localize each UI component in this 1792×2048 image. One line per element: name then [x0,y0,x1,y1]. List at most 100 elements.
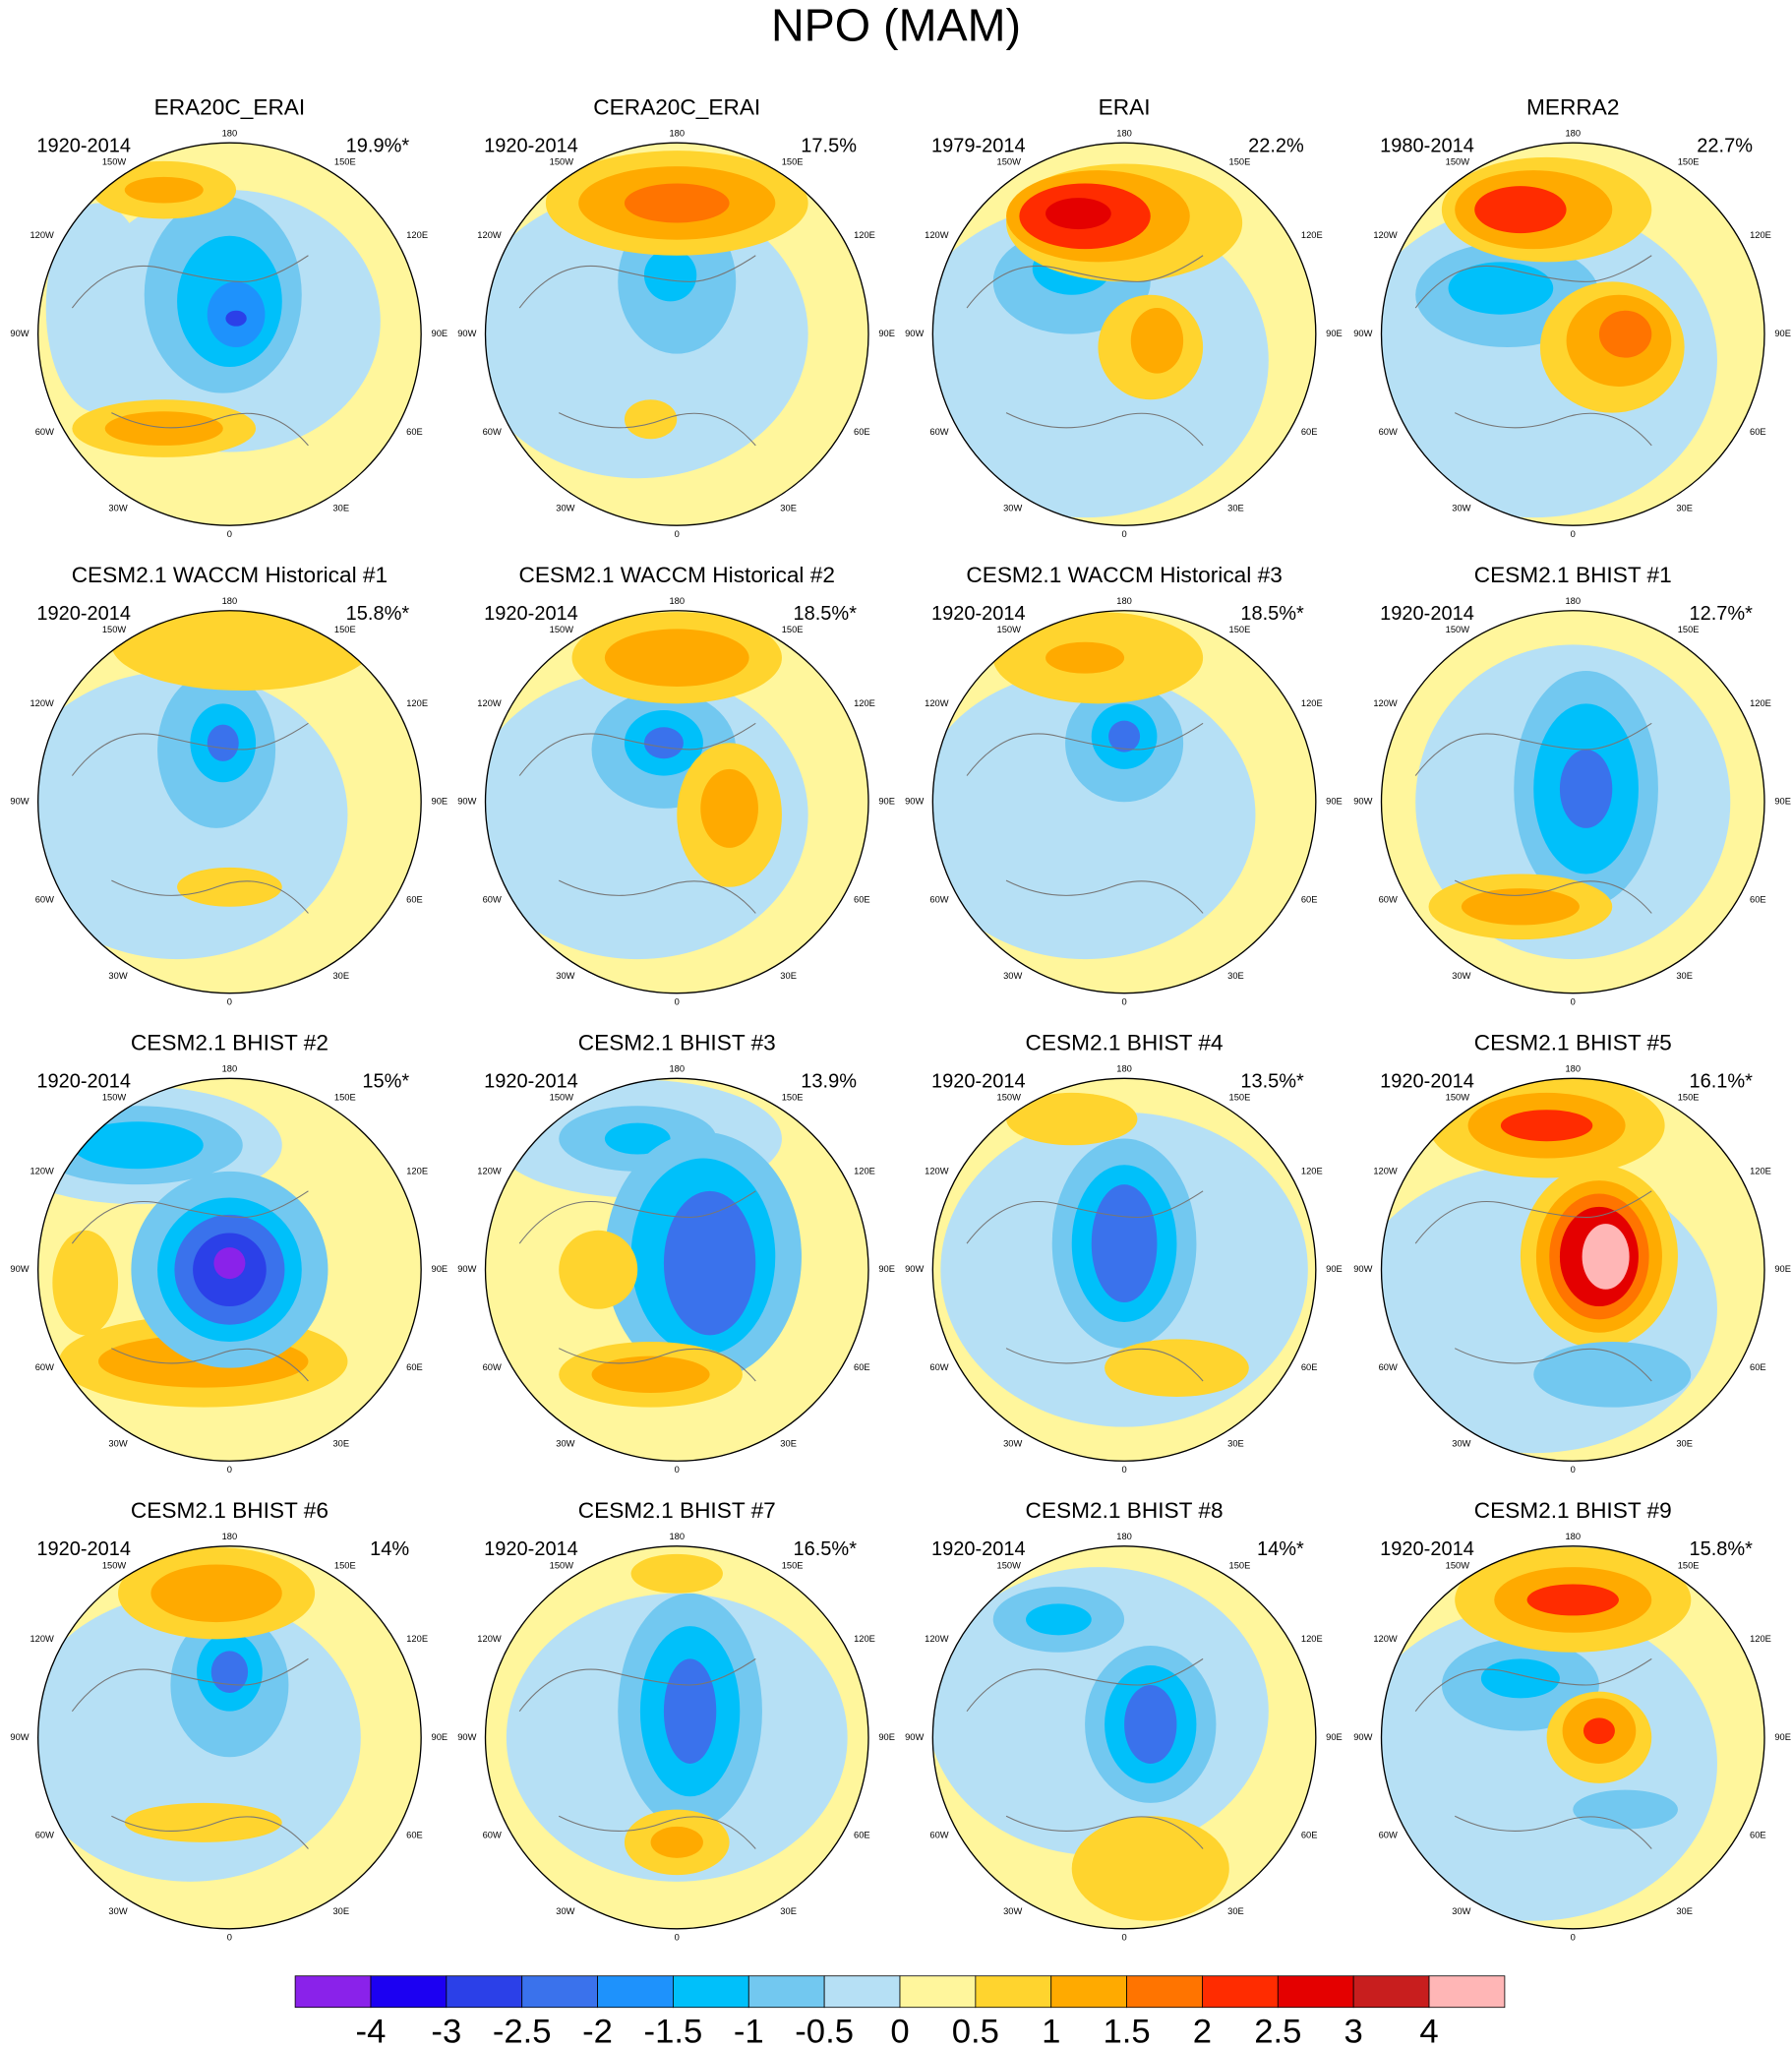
map-panel: CERA20C_ERAI 1920-2014 17.5% 180 150W 150E 120… [457,94,895,539]
contour-region [663,1190,756,1336]
colorbar-label: 0 [890,2014,909,2048]
panel-period: 1920-2014 [484,1538,578,1560]
coastline [518,255,756,447]
longitude-label: 90W [457,1732,476,1742]
longitude-label: 150W [102,157,127,167]
longitude-label: 120W [477,1634,502,1644]
longitude-label: 90W [1353,797,1372,807]
panel-variance: 15.8%* [1689,1538,1753,1560]
longitude-label: 30W [108,971,127,981]
longitude-label: 30W [1452,1906,1470,1916]
longitude-label: 30E [780,503,797,512]
contour-region [1526,1584,1619,1616]
panel-variance: 15.8%* [346,603,410,625]
longitude-label: 0 [227,1933,232,1943]
longitude-label: 60W [1379,1362,1398,1372]
colorbar-label: -2 [582,2014,613,2048]
contour-region [643,249,697,302]
panel-title: CESM2.1 WACCM Historical #2 [519,562,835,587]
longitude-label: 60E [406,427,423,437]
longitude-label: 30E [1227,1438,1244,1448]
longitude-label: 120E [854,1166,875,1175]
longitude-label: 180 [1116,596,1132,606]
longitude-label: 120E [1301,1166,1323,1175]
longitude-label: 120E [406,230,428,240]
field-contours [485,151,808,479]
contour-region [1091,1184,1158,1303]
coastline [966,1190,1204,1382]
longitude-label: 150E [782,625,804,634]
map-border [1380,610,1765,994]
field-contours [1415,644,1731,960]
longitude-label: 150W [1446,157,1470,167]
longitude-label: 180 [222,596,238,606]
map-border [931,142,1317,526]
panel-variance: 17.5% [801,135,857,156]
colorbar-box [975,1975,1052,2009]
longitude-label: 150E [1229,157,1251,167]
contour-region [1582,1224,1630,1290]
coastline [518,1657,756,1849]
panel-period: 1920-2014 [484,603,578,625]
colorbar-label: 3 [1344,2014,1363,2048]
longitude-label: 0 [675,996,680,1006]
longitude-label: 150W [997,625,1022,634]
longitude-label: 30W [108,503,127,512]
panel-period: 1920-2014 [931,1071,1026,1093]
map-border [1380,1545,1765,1930]
longitude-label: 180 [1116,1063,1132,1073]
contour-region [591,1355,710,1393]
longitude-label: 30E [1676,1438,1693,1448]
longitude-label: 0 [227,529,232,539]
contour-region [604,1122,671,1155]
longitude-label: 150E [1678,1093,1700,1103]
contour-region [177,867,282,907]
longitude-label: 0 [1571,1465,1576,1475]
longitude-label: 30E [780,1906,797,1916]
panel-title: ERA20C_ERAI [154,94,306,120]
longitude-label: 120E [406,698,428,708]
longitude-label: 60W [929,1362,948,1372]
longitude-label: 150W [550,625,574,634]
contour-region [1598,310,1652,358]
map-border [484,142,869,526]
colorbar-label: 2 [1193,2014,1212,2048]
field-contours [506,1553,848,1882]
panel-period: 1920-2014 [36,1538,131,1560]
longitude-label: 90W [905,329,924,338]
longitude-label: 150E [782,157,804,167]
colorbar-label: -2.5 [493,2014,552,2048]
longitude-label: 90W [1353,329,1372,338]
longitude-label: 150W [550,1093,574,1103]
contour-region [1559,749,1613,828]
longitude-label: 0 [1571,529,1576,539]
longitude-label: 60E [854,895,870,905]
longitude-label: 180 [1565,1063,1581,1073]
panel-variance: 19.9%* [346,135,410,156]
coastline [1414,1190,1652,1382]
longitude-label: 120E [1750,1634,1771,1644]
longitude-label: 120W [477,230,502,240]
field-contours [37,1547,361,1882]
longitude-label: 60W [1379,1831,1398,1840]
longitude-label: 30E [332,503,349,512]
map-border [484,1545,869,1930]
panel-period: 1920-2014 [931,1538,1026,1560]
longitude-label: 30W [1003,971,1022,981]
longitude-label: 90W [1353,1264,1372,1274]
panel-period: 1920-2014 [1380,603,1474,625]
longitude-label: 60W [1379,895,1398,905]
longitude-label: 90E [878,797,895,807]
field-contours [485,612,808,960]
longitude-label: 120W [925,1634,949,1644]
colorbar-label: -3 [431,2014,461,2048]
longitude-label: 150E [334,157,356,167]
colorbar-label: -0.5 [795,2014,854,2048]
contour-region [1583,1717,1615,1744]
map-panel: ERA20C_ERAI 1920-2014 19.9%* 180 150W 150E 120… [10,94,448,539]
map-border [37,142,422,526]
longitude-label: 90W [905,1732,924,1742]
